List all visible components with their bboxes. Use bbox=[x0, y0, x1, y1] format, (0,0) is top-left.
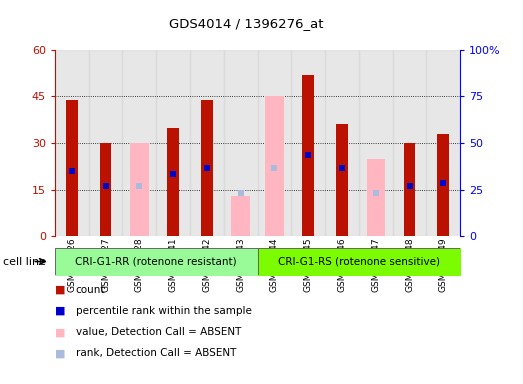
Bar bbox=[156, 50, 190, 236]
Text: count: count bbox=[76, 285, 105, 295]
Text: value, Detection Call = ABSENT: value, Detection Call = ABSENT bbox=[76, 327, 241, 337]
Bar bbox=[265, 96, 284, 236]
Bar bbox=[66, 99, 78, 236]
Bar bbox=[359, 50, 393, 236]
Bar bbox=[257, 248, 460, 275]
Bar bbox=[55, 248, 257, 275]
Bar bbox=[122, 50, 156, 236]
Bar bbox=[224, 50, 257, 236]
Bar bbox=[100, 143, 111, 236]
Bar bbox=[426, 50, 460, 236]
Text: ■: ■ bbox=[55, 306, 65, 316]
Bar bbox=[190, 50, 224, 236]
Text: GDS4014 / 1396276_at: GDS4014 / 1396276_at bbox=[168, 17, 323, 30]
Bar bbox=[55, 50, 89, 236]
Bar bbox=[367, 159, 385, 236]
Text: CRI-G1-RS (rotenone sensitive): CRI-G1-RS (rotenone sensitive) bbox=[278, 257, 440, 266]
Bar bbox=[437, 134, 449, 236]
Text: cell line: cell line bbox=[3, 257, 46, 267]
Bar bbox=[336, 124, 348, 236]
Bar bbox=[325, 50, 359, 236]
Text: rank, Detection Call = ABSENT: rank, Detection Call = ABSENT bbox=[76, 348, 236, 358]
Text: CRI-G1-RR (rotenone resistant): CRI-G1-RR (rotenone resistant) bbox=[75, 257, 237, 266]
Bar bbox=[404, 143, 415, 236]
Bar bbox=[302, 75, 314, 236]
Bar bbox=[201, 99, 213, 236]
Text: percentile rank within the sample: percentile rank within the sample bbox=[76, 306, 252, 316]
Bar bbox=[130, 143, 149, 236]
Bar bbox=[257, 50, 291, 236]
Bar bbox=[167, 127, 179, 236]
Bar bbox=[291, 50, 325, 236]
Text: ■: ■ bbox=[55, 348, 65, 358]
Text: ■: ■ bbox=[55, 327, 65, 337]
Text: ■: ■ bbox=[55, 285, 65, 295]
Bar bbox=[231, 196, 250, 236]
Bar bbox=[393, 50, 426, 236]
Bar bbox=[89, 50, 122, 236]
